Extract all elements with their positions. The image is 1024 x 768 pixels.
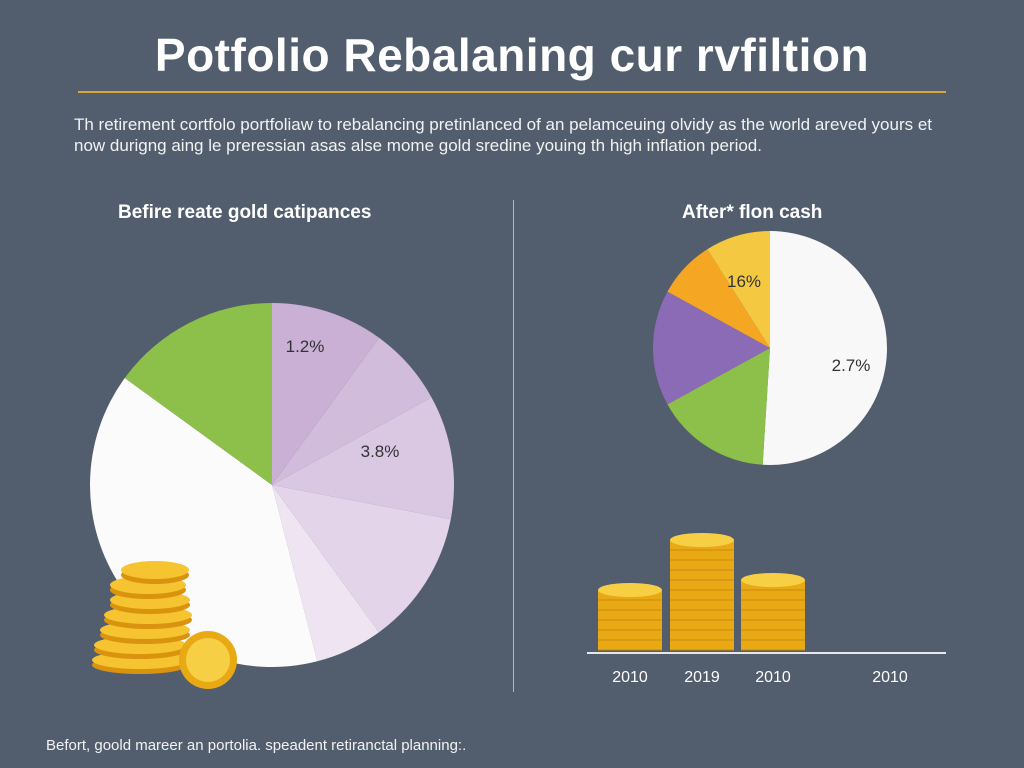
after-pie-slice-4: [707, 231, 770, 348]
bar-category-label: 2010: [612, 669, 648, 686]
before-pie-slice-label: 1.2%: [286, 337, 325, 356]
title-rule: [78, 91, 946, 93]
before-pie-slice-2: [272, 397, 454, 520]
bar-coin-stack-0: [598, 583, 662, 651]
after-pie-slice-3: [667, 249, 770, 348]
bar-category-label: 2010: [755, 669, 791, 686]
footer-text: Befort, goold mareer an portolia. speade…: [46, 737, 467, 754]
bar-category-label: 2019: [684, 669, 720, 686]
before-pie-slice-6: [124, 303, 272, 485]
before-chart-title: Befire reate gold catipances: [118, 202, 372, 223]
gold-coins-icon: [92, 561, 237, 689]
intro-text: Th retirement cortfolo portfoliaw to reb…: [74, 115, 933, 155]
section-divider: [513, 200, 514, 692]
before-pie-slice-3: [272, 485, 451, 633]
bar-coin-stack-2: [741, 573, 805, 651]
after-pie-slice-2: [653, 291, 770, 405]
page-title: Potfolio Rebalaning cur rvfiltion: [154, 29, 870, 81]
before-pie-slice-4: [272, 485, 379, 662]
bar-category-label: 2010: [872, 669, 908, 686]
after-pie-slice-label: 16%: [727, 272, 761, 291]
after-chart-title: After* flon cash: [682, 202, 823, 223]
after-pie-slice-1: [667, 348, 770, 465]
before-pie-slice-label: 3.8%: [361, 442, 400, 461]
before-pie-slice-1: [272, 337, 432, 485]
after-pie-slice-0: [762, 231, 887, 465]
bar-coin-stack-1: [670, 533, 734, 651]
before-pie-slice-0: [272, 303, 379, 485]
after-pie-slice-label: 2.7%: [832, 356, 871, 375]
